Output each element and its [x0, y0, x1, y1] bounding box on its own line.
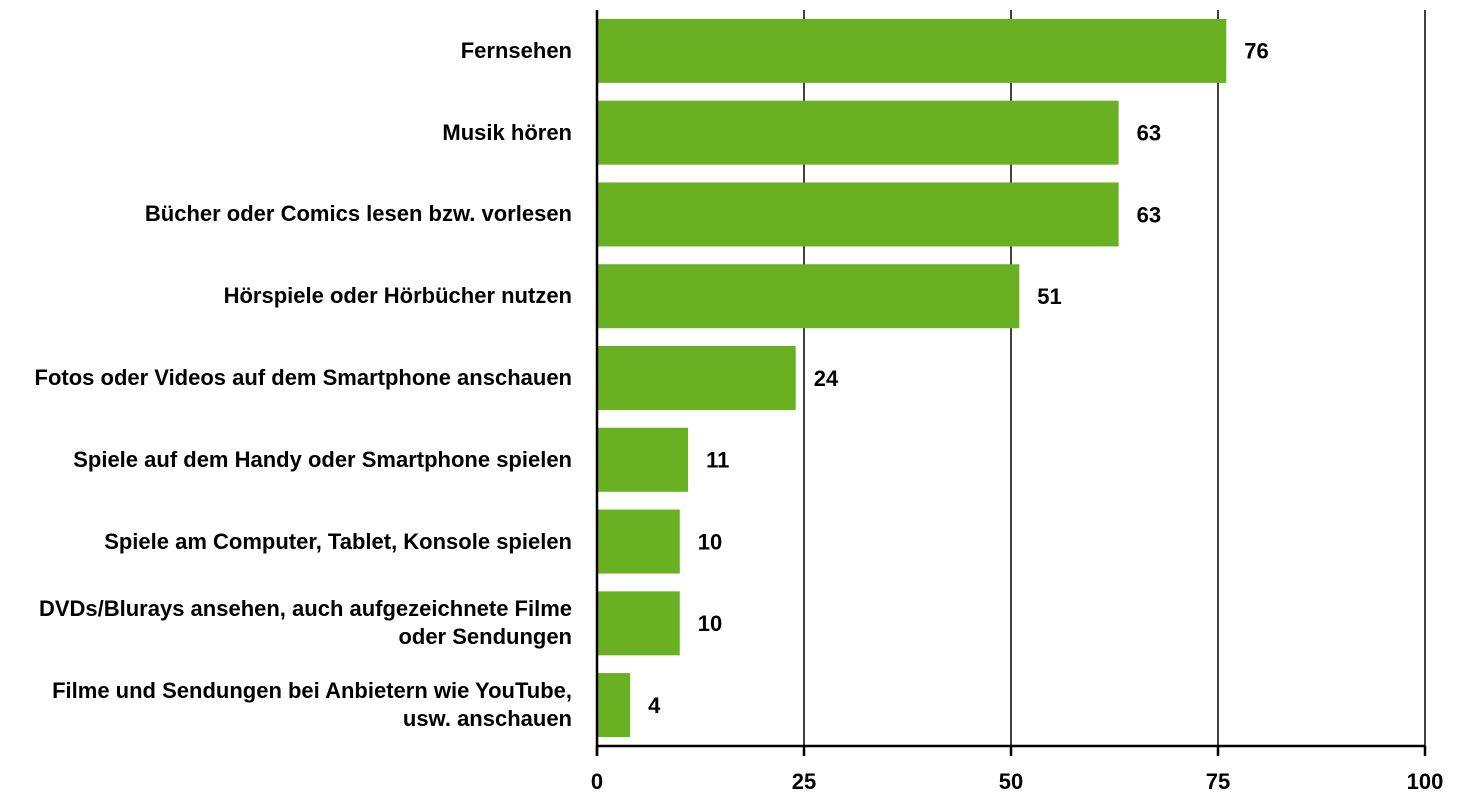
- category-label: Spiele auf dem Handy oder Smartphone spi…: [73, 446, 572, 472]
- category-label: Fernsehen: [460, 37, 572, 63]
- bar: [597, 591, 680, 656]
- x-tick-label: 0: [591, 769, 603, 794]
- value-label: 10: [698, 529, 722, 554]
- x-tick-label: 50: [999, 769, 1023, 794]
- category-label: Filme und Sendungen bei Anbietern wie Yo…: [52, 678, 572, 732]
- category-label: Hörspiele oder Hörbücher nutzen: [223, 283, 572, 309]
- value-label: 63: [1137, 120, 1161, 145]
- bar: [597, 509, 680, 574]
- category-label: DVDs/Blurays ansehen, auch aufgezeichnet…: [38, 596, 572, 650]
- category-label: Bücher oder Comics lesen bzw. vorlesen: [144, 201, 572, 227]
- value-label: 24: [814, 366, 839, 391]
- category-label: Spiele am Computer, Tablet, Konsole spie…: [104, 528, 572, 554]
- value-label: 76: [1244, 39, 1268, 64]
- bar: [597, 673, 631, 738]
- bar: [597, 100, 1119, 165]
- x-tick-label: 25: [792, 769, 816, 794]
- value-label: 10: [698, 611, 722, 636]
- bar: [597, 182, 1119, 247]
- bar: [597, 346, 796, 410]
- bar: [597, 18, 1227, 83]
- value-label: 63: [1137, 202, 1161, 227]
- value-label: 51: [1037, 284, 1061, 309]
- value-label: 4: [648, 693, 661, 718]
- x-tick-label: 75: [1206, 769, 1230, 794]
- bar: [597, 264, 1020, 329]
- value-label: 11: [706, 448, 729, 473]
- bar: [597, 427, 689, 492]
- x-tick-label: 100: [1407, 769, 1444, 794]
- category-label: Musik hören: [442, 119, 572, 145]
- category-label: Fotos oder Videos auf dem Smartphone ans…: [34, 364, 572, 390]
